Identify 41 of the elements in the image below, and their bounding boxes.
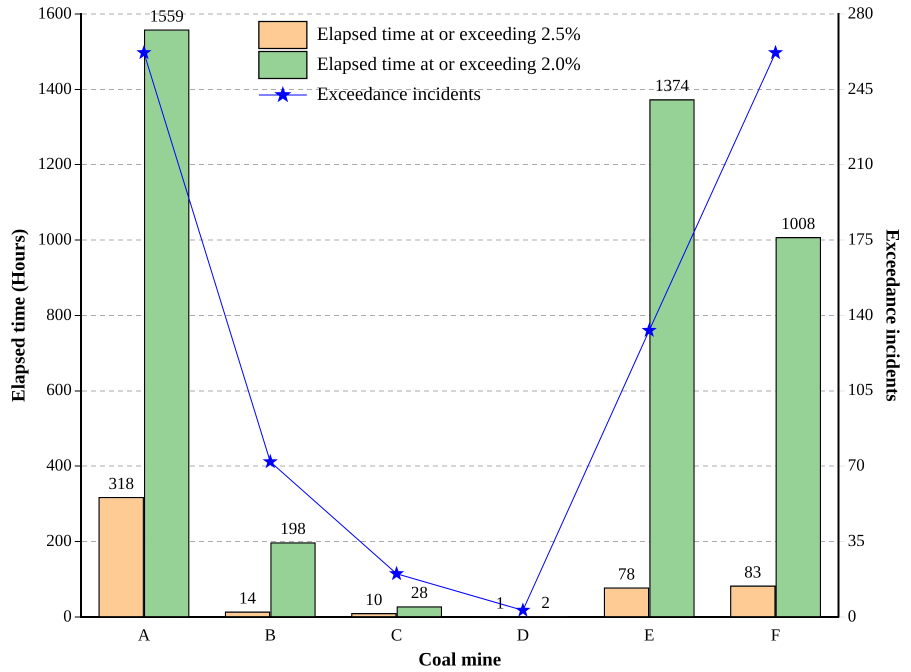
y2-tick-label: 210 <box>848 154 874 174</box>
x-tick-label: E <box>644 625 654 644</box>
y2-tick-label: 105 <box>848 380 874 400</box>
y2-tick-label: 0 <box>848 606 856 626</box>
y2-tick-label: 175 <box>848 230 874 249</box>
legend-label: Elapsed time at or exceeding 2.5% <box>316 24 581 45</box>
y2-tick-label: 70 <box>848 456 865 475</box>
y-tick-label: 1600 <box>38 3 72 22</box>
x-tick-label: F <box>770 625 780 644</box>
y-tick-label: 200 <box>46 530 72 550</box>
legend-label: Exceedance incidents <box>316 84 481 105</box>
y-tick-label: 1200 <box>38 154 72 174</box>
y-tick-label: 0 <box>63 606 72 626</box>
legend-label: Elapsed time at or exceeding 2.0% <box>316 54 581 75</box>
y-tick-label: 800 <box>46 304 72 324</box>
y2-tick-label: 35 <box>848 530 865 550</box>
x-tick-label: D <box>516 625 530 644</box>
y-axis-title: Elapsed time (Hours) <box>8 228 30 402</box>
y2-tick-label: 140 <box>848 304 874 324</box>
data-label: 14 <box>239 588 257 608</box>
data-label: 198 <box>280 519 306 538</box>
y2-tick-label: 280 <box>848 3 874 22</box>
data-label: 2 <box>541 593 550 612</box>
x-tick-label: A <box>138 625 151 644</box>
data-label: 78 <box>618 564 635 584</box>
y-tick-label: 400 <box>46 456 72 475</box>
y-tick-label: 1400 <box>38 78 72 98</box>
data-label: 1374 <box>654 76 690 96</box>
y-tick-label: 1000 <box>38 230 72 249</box>
x-tick-label: B <box>264 625 276 644</box>
x-axis-title: Coal mine <box>418 650 502 671</box>
y2-axis-title: Exceedance incidents <box>882 229 903 402</box>
data-label: 1008 <box>781 214 816 234</box>
data-label: 10 <box>365 590 382 609</box>
data-label: 1559 <box>150 6 184 26</box>
data-label: 318 <box>108 474 134 493</box>
y-tick-label: 600 <box>46 380 72 400</box>
data-label: 83 <box>744 562 762 582</box>
x-tick-label: C <box>390 625 402 644</box>
y2-tick-label: 245 <box>848 78 874 98</box>
data-label: 28 <box>410 583 428 602</box>
